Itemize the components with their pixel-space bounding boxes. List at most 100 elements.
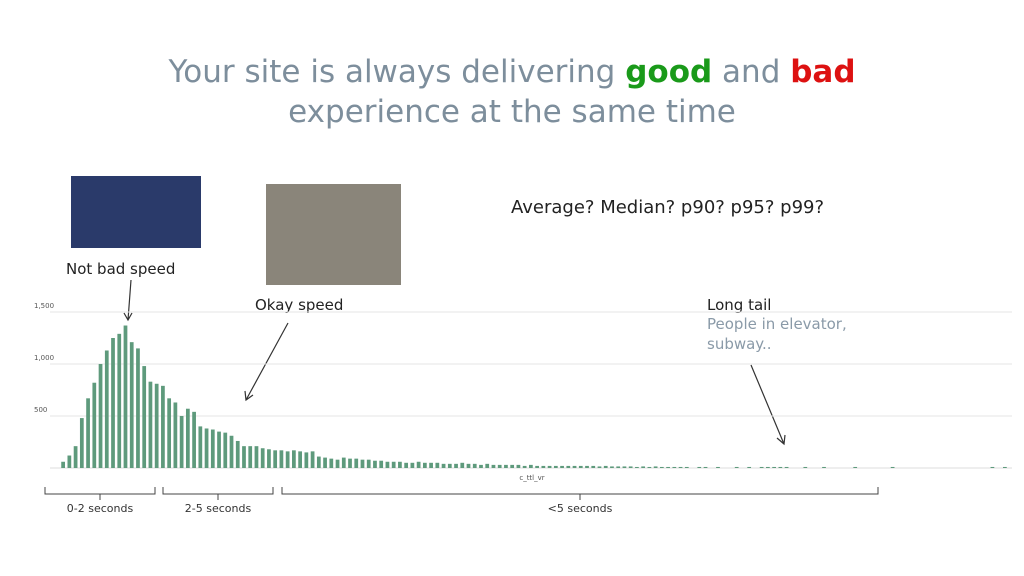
bar	[360, 459, 365, 468]
bar	[647, 466, 652, 468]
bar	[242, 446, 246, 468]
bar	[341, 457, 346, 468]
bar	[747, 466, 752, 468]
bar	[429, 462, 433, 468]
bar	[666, 466, 670, 468]
x-axis-label: c_ttl_vr	[519, 474, 544, 482]
annotation: People in elevator,	[707, 315, 847, 333]
bar	[716, 466, 720, 468]
bar	[591, 465, 596, 468]
bar	[61, 461, 65, 468]
bar	[323, 457, 327, 468]
arrow	[750, 364, 786, 446]
bar	[304, 452, 309, 468]
bar	[410, 462, 415, 468]
bar	[572, 465, 577, 468]
bar	[248, 446, 253, 468]
bar	[504, 464, 508, 468]
bar	[142, 366, 147, 468]
bar	[684, 466, 689, 468]
bar	[316, 456, 321, 468]
bar	[335, 459, 340, 468]
bar	[734, 466, 739, 468]
bar	[204, 428, 209, 468]
bar	[610, 466, 614, 468]
bar	[416, 461, 421, 468]
bar	[404, 462, 409, 468]
question: Average? Median? p90? p95? p99?	[511, 197, 824, 218]
bar	[703, 466, 708, 468]
bar	[622, 466, 627, 468]
bar	[379, 460, 384, 468]
bar	[522, 465, 527, 468]
title-text: experience at the same time	[288, 94, 736, 130]
bar	[853, 466, 858, 468]
bar	[79, 418, 84, 468]
bar	[547, 465, 552, 468]
bar	[597, 466, 602, 468]
bar	[778, 466, 783, 468]
bar	[223, 432, 228, 468]
bar	[541, 465, 546, 468]
bar	[104, 350, 109, 468]
bracket	[162, 487, 274, 500]
bar	[466, 463, 471, 468]
y-tick-label: 1,000	[34, 354, 54, 362]
bar	[603, 465, 608, 468]
bar	[803, 466, 808, 468]
title-good: good	[625, 54, 713, 90]
bar	[766, 466, 770, 468]
bar	[67, 455, 72, 468]
bar	[235, 440, 240, 468]
arrow	[123, 279, 133, 322]
bar	[398, 461, 402, 468]
bar	[497, 464, 502, 468]
y-tick-label: 500	[34, 406, 47, 414]
bar	[472, 463, 477, 468]
range-label: 0-2 seconds	[67, 502, 134, 515]
bar	[292, 450, 296, 468]
bar	[185, 408, 190, 468]
bar	[167, 398, 172, 468]
annotation: Long tail	[707, 296, 771, 314]
bar	[273, 450, 278, 468]
bar	[653, 466, 658, 468]
bar	[560, 465, 564, 468]
bar	[535, 465, 539, 468]
annotation: subway..	[707, 335, 772, 353]
bar	[73, 446, 78, 468]
bar	[454, 463, 458, 468]
bar	[210, 429, 215, 468]
title-bad: bad	[790, 54, 856, 90]
bar	[136, 348, 140, 468]
bar	[566, 465, 571, 468]
bar	[491, 464, 496, 468]
bar	[117, 333, 122, 468]
title: Your site is always delivering good and …	[0, 52, 1024, 132]
bar	[990, 466, 995, 468]
bar	[628, 466, 633, 468]
bar	[217, 431, 221, 468]
title-text: Your site is always delivering	[168, 54, 616, 90]
brackets	[44, 487, 879, 500]
bar	[435, 462, 440, 468]
bar	[479, 464, 483, 468]
bar	[772, 466, 776, 468]
bar	[192, 411, 196, 468]
annotation: Okay speed	[255, 296, 343, 314]
bar	[635, 466, 639, 468]
range-label: 2-5 seconds	[185, 502, 252, 515]
bar	[86, 398, 90, 468]
bar	[697, 466, 702, 468]
arrows	[123, 279, 786, 446]
bar	[92, 382, 97, 468]
bar	[173, 402, 178, 468]
bar	[123, 325, 128, 468]
image-placeholder	[71, 176, 201, 248]
bar	[1003, 466, 1007, 468]
bar	[129, 342, 134, 468]
bar	[578, 465, 583, 468]
bar	[111, 338, 115, 468]
